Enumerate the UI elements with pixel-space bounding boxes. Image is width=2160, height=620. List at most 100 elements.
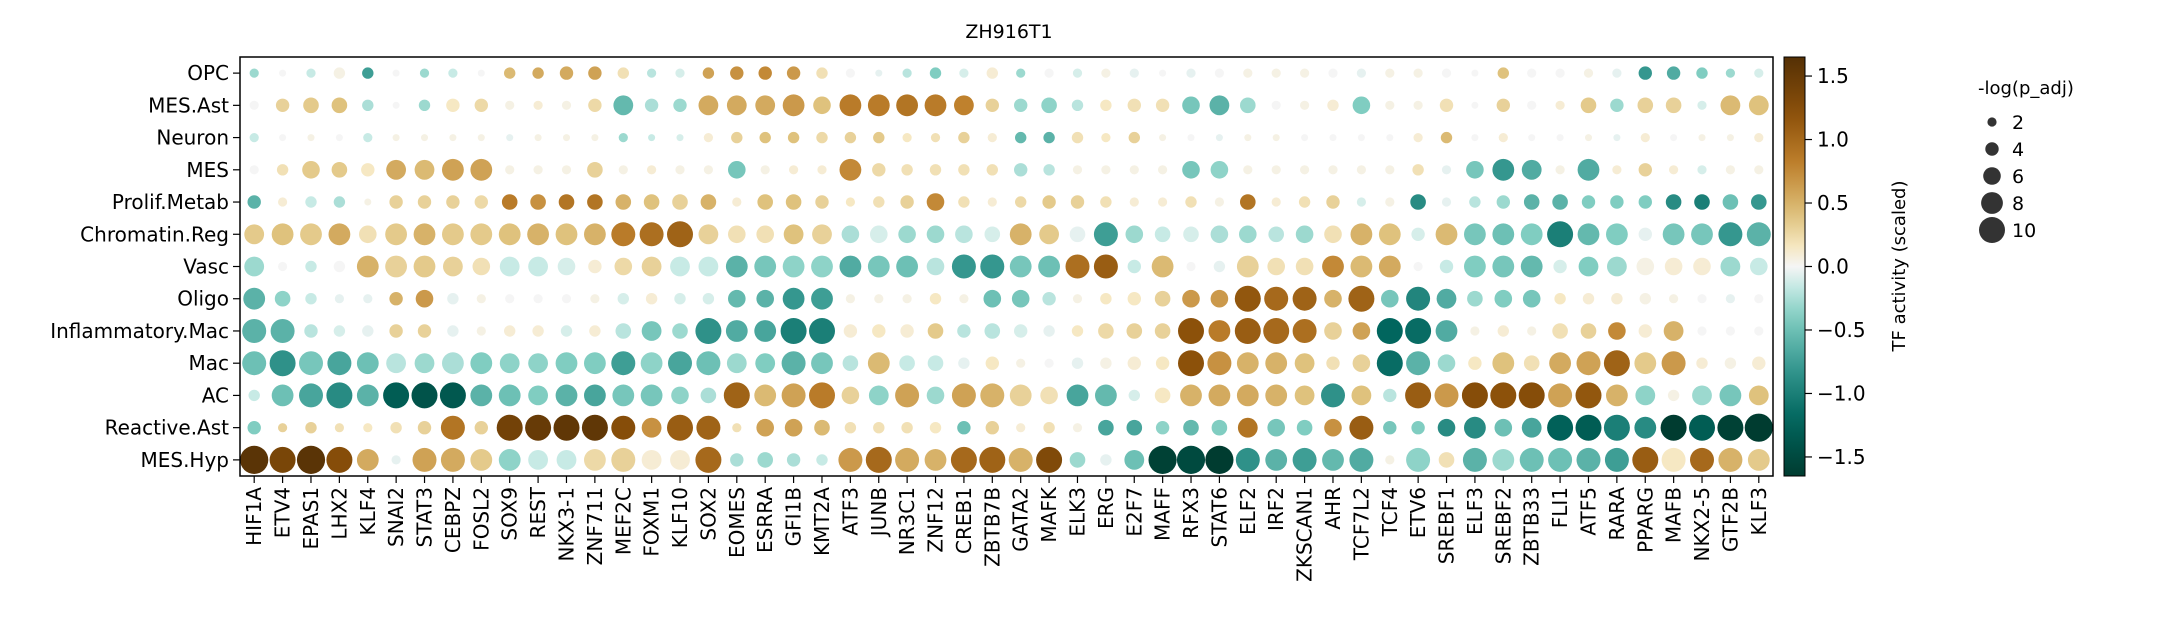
dot-inflammatory-mac-stat3 — [417, 324, 432, 338]
column-label: ATF5 — [1577, 487, 1601, 536]
column-label: MAFB — [1662, 487, 1686, 543]
dot-opc-klf10 — [675, 68, 685, 78]
dot-mac-e2f7 — [1127, 356, 1142, 370]
dot-inflammatory-mac-znf711 — [589, 325, 601, 337]
dot-mes-ast-erg — [1100, 99, 1112, 112]
dot-mes-ast-e2f7 — [1127, 98, 1142, 113]
dot-neuron-zbtb33 — [1528, 134, 1536, 142]
size-legend-items: 2 4 6 8 10 — [1979, 112, 2036, 243]
dot-prolif-metab-kmt2a — [815, 195, 829, 209]
dot-reactive-ast-klf3 — [1744, 413, 1773, 442]
dot-ac-zbtb7b — [980, 383, 1005, 408]
dot-mes-etv4 — [276, 164, 289, 176]
dot-opc-zbtb7b — [986, 67, 998, 79]
dot-mac-irf2 — [1265, 352, 1288, 375]
dot-inflammatory-mac-nkx2-5 — [1697, 326, 1707, 336]
dot-oligo-klf10 — [674, 293, 686, 305]
colorbar-gradient — [1783, 56, 1806, 477]
dot-oligo-atf5 — [1582, 293, 1595, 305]
dot-neuron-eomes — [731, 131, 743, 144]
column-label: EPAS1 — [299, 487, 323, 550]
dot-ac-cebpz — [439, 382, 466, 409]
column-label: ELK3 — [1066, 487, 1090, 537]
dot-mes-etv6 — [1412, 164, 1424, 176]
dot-mes-zbtb33 — [1521, 159, 1542, 180]
dot-prolif-metab-gtf2b — [1722, 194, 1739, 210]
dot-vasc-elf2 — [1236, 255, 1259, 278]
dot-vasc-nkx2-5 — [1693, 257, 1711, 276]
dot-mac-kmt2a — [811, 352, 833, 375]
dot-neuron-fli1 — [1556, 134, 1564, 142]
dot-oligo-elk3 — [1072, 294, 1083, 304]
dot-mes-hyp-fosl2 — [470, 449, 493, 471]
dot-opc-tcf4 — [1385, 68, 1395, 78]
dot-ac-mef2c — [612, 384, 635, 407]
dot-mac-mafk — [1044, 358, 1054, 368]
dot-ac-lhx2 — [326, 382, 353, 409]
dot-chromatin-reg-snai2 — [385, 223, 407, 246]
dot-mes-ast-snai2 — [392, 101, 400, 109]
dot-neuron-pparg — [1640, 133, 1650, 143]
column-label: PPARG — [1633, 487, 1657, 553]
dot-inflammatory-mac-stat6 — [1208, 320, 1231, 342]
dot-oligo-mafb — [1669, 294, 1679, 304]
dot-ac-erg — [1095, 384, 1117, 407]
dot-oligo-maff — [1154, 290, 1171, 307]
dot-reactive-ast-srebf1 — [1437, 418, 1456, 437]
dot-mes-ast-srebf2 — [1496, 98, 1511, 113]
dot-chromatin-reg-mafb — [1662, 223, 1685, 246]
dot-mes-znf12 — [929, 164, 942, 176]
dot-mes-nr3c1 — [901, 164, 913, 176]
dot-ac-esrra — [754, 384, 777, 407]
dot-mes-ast-gata2 — [1014, 98, 1028, 113]
dot-reactive-ast-mafk — [1043, 422, 1055, 434]
dot-opc-zbtb33 — [1527, 68, 1537, 78]
dot-reactive-ast-hif1a — [247, 421, 261, 435]
dot-vasc-fli1 — [1553, 259, 1567, 274]
dot-oligo-znf12 — [929, 293, 942, 305]
dot-neuron-tcf4 — [1386, 134, 1394, 142]
dot-oligo-esrra — [756, 289, 774, 308]
dot-mes-hyp-ahr — [1322, 449, 1344, 471]
dot-mes-ast-cebpz — [446, 98, 460, 113]
dot-opc-fli1 — [1555, 68, 1565, 78]
dot-inflammatory-mac-tcf7l2 — [1352, 322, 1371, 340]
dot-mes-srebf2 — [1492, 158, 1515, 181]
dot-opc-rest — [532, 67, 544, 79]
dot-chromatin-reg-e2f7 — [1125, 225, 1144, 244]
dot-inflammatory-mac-etv4 — [270, 319, 295, 343]
column-label: KLF4 — [356, 487, 380, 536]
dot-mac-sox9 — [499, 353, 520, 374]
column-label: MAFK — [1037, 486, 1061, 542]
dot-oligo-ahr — [1324, 289, 1342, 308]
column-labels: HIF1A ETV4 EPAS1 LHX2 KLF4 SNAI2 STAT3 CEBPZ FOS… — [242, 476, 1771, 582]
dot-inflammatory-mac-tcf4 — [1376, 318, 1403, 344]
dot-vasc-lhx2 — [333, 260, 346, 273]
dot-oligo-fosl2 — [476, 294, 486, 304]
dot-ac-eomes — [723, 382, 750, 409]
dot-neuron-klf3 — [1754, 133, 1764, 143]
dot-neuron-gata2 — [1015, 131, 1027, 144]
dot-reactive-ast-irf2 — [1267, 418, 1285, 437]
colorbar-tick-label: 0.0 — [1817, 255, 1849, 279]
dot-inflammatory-mac-sox9 — [504, 325, 516, 337]
dot-ac-stat6 — [1208, 384, 1231, 407]
dot-mac-zbtb33 — [1523, 355, 1540, 372]
dot-mes-hyp-mef2c — [611, 447, 636, 472]
dot-mes-eomes — [728, 161, 746, 179]
dot-ac-zbtb33 — [1518, 382, 1545, 409]
dot-inflammatory-mac-ahr — [1324, 322, 1342, 340]
dot-opc-mafk — [1044, 68, 1054, 78]
dot-mes-ast-klf10 — [673, 98, 687, 113]
dot-ac-stat3 — [411, 382, 438, 409]
dot-mes-ast-stat6 — [1209, 95, 1230, 116]
dot-reactive-ast-e2f7 — [1126, 419, 1143, 436]
dot-chromatin-reg-gfi1b — [783, 224, 804, 245]
dot-vasc-atf5 — [1578, 256, 1599, 277]
dot-mes-hyp-zbtb33 — [1519, 447, 1544, 472]
dot-neuron-kmt2a — [816, 131, 828, 144]
dot-oligo-mef2c — [617, 293, 629, 305]
dot-opc-rara — [1612, 68, 1622, 78]
dot-oligo-fli1 — [1554, 293, 1566, 305]
dot-opc-mafb — [1666, 66, 1681, 80]
